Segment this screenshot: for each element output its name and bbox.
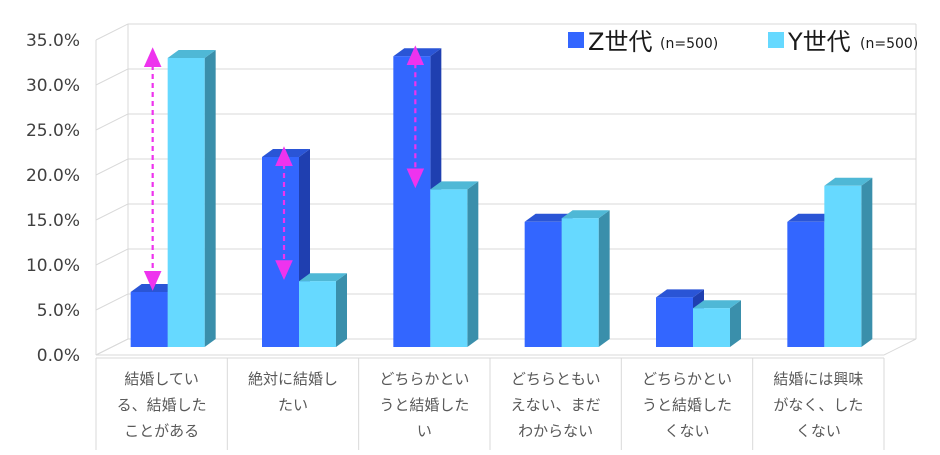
- x-category-label: くない: [796, 422, 841, 440]
- x-category-label: うと結婚した: [642, 396, 732, 414]
- bar-front: [262, 157, 299, 347]
- x-category-label: うと結婚した: [379, 396, 469, 414]
- chart-walls: [95, 24, 917, 356]
- bar-top: [430, 181, 479, 190]
- y-tick-label: 20.0%: [26, 166, 80, 186]
- legend-swatch: [568, 32, 584, 48]
- x-category-label: わからない: [518, 422, 593, 440]
- bar-y: [561, 210, 610, 347]
- floor: [95, 338, 917, 356]
- gridline-side: [95, 293, 129, 311]
- bar-y: [167, 50, 216, 347]
- x-category-label: くない: [664, 422, 709, 440]
- bar-top: [824, 177, 873, 186]
- bar-top: [787, 213, 836, 222]
- y-tick-label: 30.0%: [26, 76, 80, 96]
- gap-arrows: [143, 45, 425, 291]
- legend-swatch: [768, 32, 784, 48]
- legend-sample-size: (n=500): [860, 36, 918, 52]
- bar-front: [393, 56, 431, 347]
- legend-sample-size: (n=500): [660, 36, 718, 52]
- x-category-label: ことがある: [124, 422, 199, 440]
- y-tick-label: 5.0%: [37, 301, 80, 321]
- bar-y: [299, 273, 347, 347]
- x-category-label: る、結婚した: [117, 396, 207, 414]
- y-tick-label: 15.0%: [26, 211, 80, 231]
- gridlines: [95, 23, 916, 356]
- x-category-label: がなく、した: [773, 396, 863, 414]
- bar-top: [656, 289, 704, 298]
- legend: Z世代 (n=500) Y世代 (n=500): [568, 28, 918, 56]
- gridline-side: [95, 23, 129, 41]
- bar-y: [430, 181, 479, 347]
- y-tick-label: 35.0%: [26, 31, 80, 51]
- y-axis-labels: 0.0% 5.0% 10.0% 15.0% 20.0% 25.0% 30.0% 35.0%: [26, 31, 80, 366]
- bar-front: [430, 189, 468, 347]
- bar-front: [693, 308, 730, 347]
- legend-item-z: Z世代 (n=500): [568, 28, 718, 56]
- x-category-label: 結婚してい: [124, 370, 199, 388]
- x-category-label: たい: [278, 396, 308, 414]
- x-category-label: い: [417, 422, 432, 440]
- bar-front: [130, 292, 168, 347]
- x-category-label: えない、まだ: [511, 396, 601, 414]
- bar-top: [299, 273, 347, 282]
- legend-series-name: Y世代: [787, 28, 851, 56]
- bar-front: [656, 297, 693, 347]
- bar-side: [336, 273, 347, 347]
- bar-front: [561, 218, 599, 347]
- x-category-label: どちらかとい: [642, 370, 732, 388]
- bar-front: [299, 281, 336, 347]
- x-category-label: どちらかとい: [379, 370, 469, 388]
- x-category-label: どちらともい: [511, 370, 601, 388]
- bar-front: [824, 185, 862, 347]
- legend-series-name: Z世代: [588, 28, 652, 56]
- bar-y: [693, 300, 741, 347]
- y-tick-label: 10.0%: [26, 256, 80, 276]
- bar-front: [787, 221, 825, 347]
- bars: [130, 48, 873, 347]
- bar-top: [561, 210, 610, 219]
- x-axis-labels: 結婚している、結婚したことがある絶対に結婚したいどちらかというと結婚したいどちら…: [95, 357, 885, 450]
- bar-side: [730, 300, 741, 347]
- gridline-side: [95, 113, 129, 131]
- bar-side: [204, 50, 216, 347]
- legend-item-y: Y世代 (n=500): [768, 28, 918, 56]
- bar-top: [167, 50, 216, 58]
- bar-top: [693, 300, 741, 309]
- bar-top: [524, 213, 573, 222]
- gridline-side: [95, 68, 129, 86]
- gridline-side: [95, 203, 129, 221]
- bar-front: [167, 58, 205, 347]
- bar-side: [598, 210, 610, 347]
- bar-front: [524, 221, 562, 347]
- x-category-label: 結婚には興味: [773, 370, 863, 388]
- y-tick-label: 0.0%: [37, 346, 80, 366]
- bar-side: [861, 177, 873, 347]
- gridline-side: [95, 158, 129, 176]
- x-category-label: 絶対に結婚し: [248, 370, 338, 388]
- bar-y: [824, 177, 873, 347]
- y-tick-label: 25.0%: [26, 121, 80, 141]
- bar-side: [467, 181, 479, 347]
- gridline-side: [95, 248, 129, 266]
